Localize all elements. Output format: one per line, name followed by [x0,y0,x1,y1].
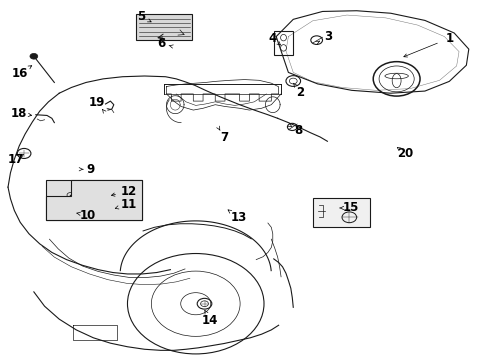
Text: 18: 18 [11,107,27,120]
Circle shape [30,53,38,59]
Text: 13: 13 [230,211,246,224]
Text: 3: 3 [324,30,332,43]
Bar [273,31,293,55]
Text: 8: 8 [293,124,302,137]
Text: 16: 16 [12,67,28,80]
Text: 15: 15 [342,202,358,215]
Bar [136,14,192,40]
Text: 17: 17 [7,153,23,166]
Text: 14: 14 [202,314,218,327]
Text: 6: 6 [157,37,165,50]
Text: 9: 9 [86,163,95,176]
Polygon shape [45,180,142,220]
Text: 2: 2 [296,86,304,99]
Text: 4: 4 [268,32,276,45]
Text: 12: 12 [120,185,136,198]
Text: 19: 19 [89,96,105,109]
Text: 20: 20 [396,147,413,159]
Text: 10: 10 [79,209,96,222]
Text: 7: 7 [220,131,227,144]
Text: 5: 5 [137,10,145,23]
Text: 1: 1 [444,32,452,45]
Text: 11: 11 [120,198,136,211]
Bar [312,198,369,227]
Bar [45,180,142,220]
